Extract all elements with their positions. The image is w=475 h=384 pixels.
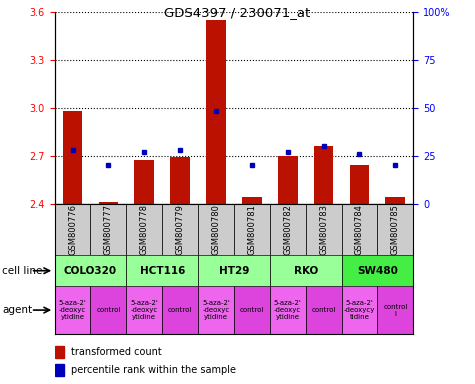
Text: 5-aza-2'
-deoxyc
ytidine: 5-aza-2' -deoxyc ytidine: [274, 300, 302, 320]
Bar: [306, 286, 342, 334]
Bar: [55, 286, 91, 334]
Text: GSM800785: GSM800785: [391, 204, 400, 255]
Bar: [98, 202, 118, 204]
Bar: [162, 286, 198, 334]
Text: GSM800779: GSM800779: [176, 204, 185, 255]
Text: GSM800778: GSM800778: [140, 204, 149, 255]
Bar: [270, 255, 342, 286]
Text: control: control: [240, 307, 264, 313]
Text: transformed count: transformed count: [71, 347, 162, 357]
Bar: [126, 255, 198, 286]
Bar: [170, 157, 190, 204]
Text: GSM800784: GSM800784: [355, 204, 364, 255]
Text: GSM800783: GSM800783: [319, 204, 328, 255]
Text: GSM800782: GSM800782: [283, 204, 292, 255]
Bar: [378, 204, 413, 255]
Text: HT29: HT29: [219, 266, 249, 276]
Text: control
l: control l: [383, 304, 408, 316]
Bar: [162, 204, 198, 255]
Bar: [198, 255, 270, 286]
Bar: [270, 204, 306, 255]
Text: control: control: [312, 307, 336, 313]
Bar: [378, 286, 413, 334]
Bar: [270, 286, 306, 334]
Text: GSM800777: GSM800777: [104, 204, 113, 255]
Text: agent: agent: [2, 305, 32, 315]
Bar: [91, 204, 126, 255]
Text: 5-aza-2'
-deoxyc
ytidine: 5-aza-2' -deoxyc ytidine: [202, 300, 230, 320]
Bar: [126, 204, 162, 255]
Bar: [342, 204, 378, 255]
Text: HCT116: HCT116: [140, 266, 185, 276]
Text: GSM800776: GSM800776: [68, 204, 77, 255]
Text: control: control: [96, 307, 121, 313]
Text: COLO320: COLO320: [64, 266, 117, 276]
Bar: [134, 161, 154, 204]
Bar: [350, 165, 370, 204]
Text: 5-aza-2'
-deoxyc
ytidine: 5-aza-2' -deoxyc ytidine: [59, 300, 86, 320]
Bar: [198, 204, 234, 255]
Bar: [278, 156, 298, 204]
Bar: [385, 197, 405, 204]
Text: GSM800780: GSM800780: [211, 204, 220, 255]
Text: GSM800781: GSM800781: [247, 204, 257, 255]
Bar: [234, 204, 270, 255]
Bar: [91, 286, 126, 334]
Bar: [55, 346, 64, 358]
Bar: [306, 204, 342, 255]
Bar: [342, 255, 413, 286]
Text: cell line: cell line: [2, 266, 43, 276]
Bar: [55, 364, 64, 376]
Text: control: control: [168, 307, 192, 313]
Text: percentile rank within the sample: percentile rank within the sample: [71, 365, 236, 375]
Bar: [55, 204, 91, 255]
Bar: [55, 255, 126, 286]
Text: SW480: SW480: [357, 266, 398, 276]
Bar: [242, 197, 262, 204]
Bar: [63, 111, 83, 204]
Bar: [342, 286, 378, 334]
Bar: [198, 286, 234, 334]
Text: 5-aza-2'
-deoxycy
tidine: 5-aza-2' -deoxycy tidine: [344, 300, 375, 320]
Text: RKO: RKO: [294, 266, 318, 276]
Text: 5-aza-2'
-deoxyc
ytidine: 5-aza-2' -deoxyc ytidine: [131, 300, 158, 320]
Bar: [314, 146, 333, 204]
Bar: [126, 286, 162, 334]
Bar: [206, 20, 226, 204]
Bar: [234, 286, 270, 334]
Text: GDS4397 / 230071_at: GDS4397 / 230071_at: [164, 6, 311, 19]
